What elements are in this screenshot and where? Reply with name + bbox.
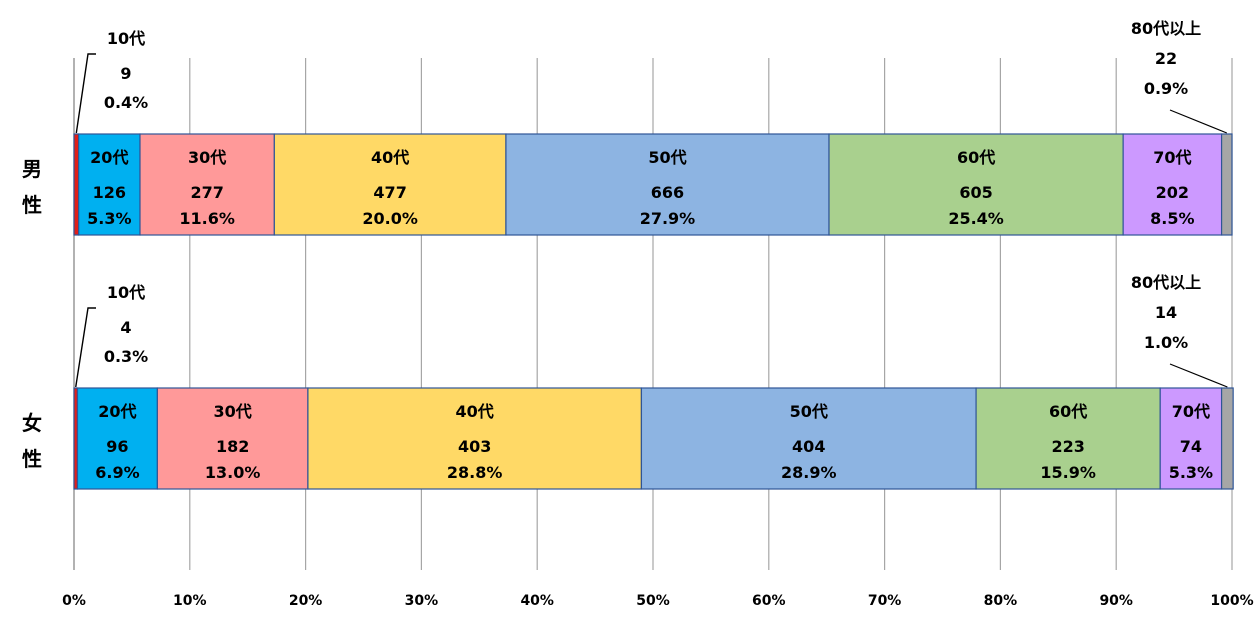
segment-count-label: 605 — [959, 183, 992, 202]
bar-segment — [1220, 133, 1233, 236]
callout-leader-line — [1169, 109, 1228, 134]
callout-count-label: 4 — [120, 318, 131, 337]
x-tick-label: 20% — [289, 593, 323, 609]
callout-leader-line — [1169, 363, 1228, 388]
segment-category-label: 20代 — [98, 402, 136, 421]
row-label: 女 — [22, 411, 42, 435]
bar-segment — [73, 133, 80, 236]
segment-category-label: 60代 — [1049, 402, 1087, 421]
segment-count-label: 477 — [373, 183, 406, 202]
bar-segment — [76, 387, 158, 490]
segment-category-label: 50代 — [790, 402, 828, 421]
x-tick-label: 30% — [405, 593, 439, 609]
segment-percent-label: 8.5% — [1150, 209, 1194, 228]
callout-percent-label: 0.4% — [104, 93, 148, 112]
bar-segment — [78, 133, 141, 236]
callout-category-label: 80代以上 — [1131, 273, 1201, 292]
row-label: 性 — [22, 447, 42, 471]
bar-segment — [1220, 387, 1234, 490]
segment-category-label: 50代 — [648, 148, 686, 167]
row-label: 男 — [22, 157, 42, 181]
x-tick-label: 0% — [62, 593, 86, 609]
segment-category-label: 40代 — [371, 148, 409, 167]
bar-segment — [1122, 133, 1223, 236]
callout-count-label: 22 — [1155, 49, 1177, 68]
segment-percent-label: 25.4% — [948, 209, 1004, 228]
bar-segment — [307, 387, 643, 490]
callout-leader-line — [75, 53, 96, 134]
segment-percent-label: 11.6% — [179, 209, 235, 228]
callout-percent-label: 0.3% — [104, 347, 148, 366]
callout-category-label: 80代以上 — [1131, 19, 1201, 38]
segment-percent-label: 28.9% — [781, 463, 837, 482]
segment-category-label: 70代 — [1172, 402, 1210, 421]
segment-count-label: 74 — [1180, 437, 1202, 456]
x-tick-label: 40% — [520, 593, 554, 609]
bar-segment — [156, 387, 309, 490]
callout-count-label: 14 — [1155, 303, 1177, 322]
callout-leader-line — [75, 307, 96, 388]
row-label: 性 — [22, 193, 42, 217]
x-tick-label: 70% — [868, 593, 902, 609]
segment-count-label: 126 — [93, 183, 126, 202]
x-tick-label: 100% — [1210, 593, 1253, 609]
segment-percent-label: 15.9% — [1040, 463, 1096, 482]
segment-count-label: 182 — [216, 437, 249, 456]
x-tick-label: 60% — [752, 593, 786, 609]
segment-percent-label: 5.3% — [87, 209, 131, 228]
x-tick-label: 80% — [984, 593, 1018, 609]
callout-count-label: 9 — [120, 64, 131, 83]
x-tick-label: 50% — [636, 593, 670, 609]
segment-count-label: 277 — [190, 183, 223, 202]
segment-percent-label: 27.9% — [640, 209, 696, 228]
segment-category-label: 60代 — [957, 148, 995, 167]
segment-category-label: 70代 — [1153, 148, 1191, 167]
bar-segment — [505, 133, 830, 236]
segment-count-label: 96 — [106, 437, 128, 456]
segment-percent-label: 20.0% — [362, 209, 418, 228]
callout-category-label: 10代 — [107, 29, 145, 48]
segment-category-label: 30代 — [188, 148, 226, 167]
segment-count-label: 202 — [1156, 183, 1189, 202]
bar-segment — [640, 387, 977, 490]
segment-percent-label: 6.9% — [95, 463, 139, 482]
segment-count-label: 403 — [458, 437, 491, 456]
callout-category-label: 10代 — [107, 283, 145, 302]
bar-segment — [1159, 387, 1223, 490]
segment-count-label: 666 — [651, 183, 684, 202]
segment-percent-label: 13.0% — [205, 463, 261, 482]
x-tick-label: 90% — [1099, 593, 1133, 609]
segment-category-label: 40代 — [456, 402, 494, 421]
bar-segment — [139, 133, 275, 236]
callout-percent-label: 1.0% — [1144, 333, 1188, 352]
segment-percent-label: 28.8% — [447, 463, 503, 482]
bar-segment — [975, 387, 1161, 490]
segment-category-label: 30代 — [214, 402, 252, 421]
segment-percent-label: 5.3% — [1169, 463, 1213, 482]
segment-category-label: 20代 — [90, 148, 128, 167]
x-tick-label: 10% — [173, 593, 207, 609]
bar-segment — [828, 133, 1124, 236]
callout-percent-label: 0.9% — [1144, 79, 1188, 98]
segment-count-label: 404 — [792, 437, 825, 456]
bar-segment — [273, 133, 507, 236]
segment-count-label: 223 — [1051, 437, 1084, 456]
